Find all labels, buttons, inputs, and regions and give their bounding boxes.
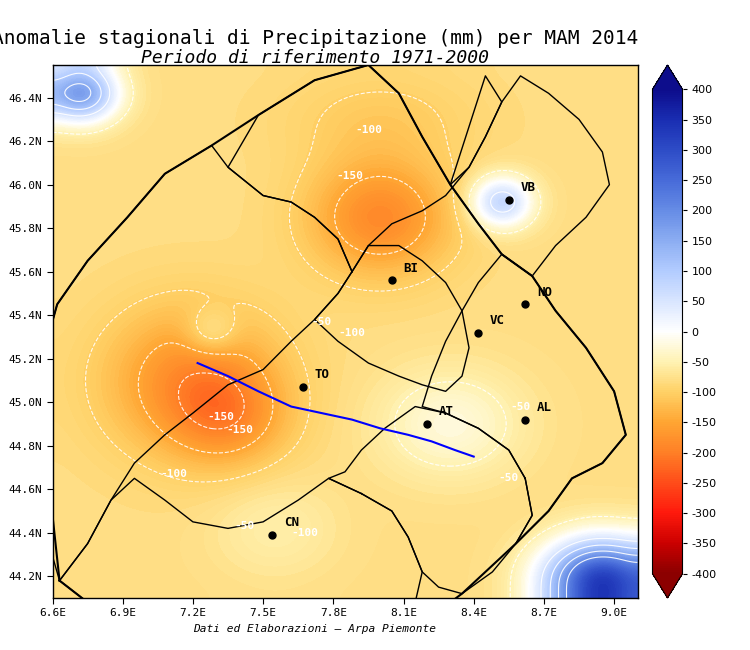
Text: -150: -150 (336, 171, 363, 181)
Text: AT: AT (439, 405, 454, 418)
Text: VC: VC (490, 314, 505, 327)
Text: NO: NO (537, 285, 552, 298)
Text: -100: -100 (355, 125, 382, 135)
Text: TO: TO (314, 369, 329, 382)
Text: -150: -150 (208, 413, 235, 422)
Text: BI: BI (404, 262, 418, 275)
Text: CN: CN (284, 516, 299, 529)
Text: VB: VB (520, 181, 536, 194)
Text: -50: -50 (499, 473, 519, 484)
Text: -50: -50 (234, 521, 254, 531)
Text: Periodo di riferimento 1971-2000: Periodo di riferimento 1971-2000 (141, 49, 489, 67)
PathPatch shape (652, 65, 682, 89)
Text: Anomalie stagionali di Precipitazione (mm) per MAM 2014: Anomalie stagionali di Precipitazione (m… (0, 29, 638, 48)
Text: -100: -100 (338, 328, 365, 337)
Text: -50: -50 (510, 402, 531, 411)
PathPatch shape (652, 574, 682, 598)
Text: Dati ed Elaborazioni – Arpa Piemonte: Dati ed Elaborazioni – Arpa Piemonte (194, 624, 436, 634)
Text: -50: -50 (311, 317, 332, 327)
Text: AL: AL (537, 401, 552, 414)
Text: -100: -100 (160, 469, 188, 479)
Text: -100: -100 (292, 528, 319, 538)
Text: -150: -150 (226, 426, 254, 436)
